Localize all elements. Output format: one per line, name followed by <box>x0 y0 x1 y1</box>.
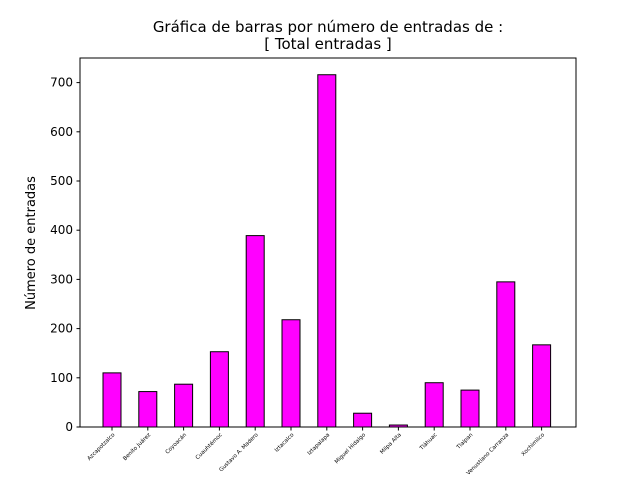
bar-miguel-hidalgo <box>353 412 373 428</box>
y-tick-label: 200 <box>50 322 73 336</box>
x-tick-label: Benito Juárez <box>122 431 153 462</box>
y-axis-label: Número de entradas <box>24 176 39 310</box>
bars-group <box>102 74 552 428</box>
bar-xochimilco <box>532 344 552 428</box>
bar-cuauht-moc <box>209 351 229 428</box>
x-tick-label: Miguel Hidalgo <box>334 432 368 466</box>
y-tick-label: 300 <box>50 272 73 286</box>
y-tick-label: 400 <box>50 223 73 237</box>
y-tick-label: 700 <box>50 76 73 90</box>
y-ticks-group: 0 100 200 300 400 500 600 700 <box>50 76 80 434</box>
x-tick-label: Iztacalco <box>274 432 296 454</box>
x-tick-label: Tláhuac <box>418 431 439 452</box>
bar-azcapotzalco <box>102 372 122 428</box>
y-tick-label: 600 <box>50 125 73 139</box>
y-tick-label: 0 <box>65 420 73 434</box>
chart-title-line2: [ Total entradas ] <box>264 35 392 53</box>
bar-tl-huac <box>424 382 444 428</box>
chart-title-line1: Gráfica de barras por número de entradas… <box>153 18 503 36</box>
bar-iztapalapa <box>317 74 337 428</box>
plot-frame <box>79 57 577 428</box>
bar-gustavo-a-madero <box>245 235 265 428</box>
x-tick-label: Cuauhtémoc <box>194 431 224 461</box>
x-tick-label: Xochimilco <box>521 432 547 458</box>
bar-benito-ju-rez <box>138 391 158 428</box>
bar-tlalpan <box>460 389 480 428</box>
y-tick-label: 100 <box>50 371 73 385</box>
x-tick-label: Tlalpan <box>455 432 475 452</box>
x-ticks-group: Azcapotzalco Benito Juárez Coyoacán Cuauhté… <box>87 427 547 477</box>
x-tick-label: Iztapalapa <box>307 432 332 457</box>
x-tick-label: Gustavo A. Madero <box>218 432 260 474</box>
bar-coyoac-n <box>174 383 194 428</box>
x-tick-label: Venustiano Carranza <box>466 432 511 477</box>
y-tick-label: 500 <box>50 174 73 188</box>
bar-venustiano-carranza <box>496 281 516 428</box>
x-tick-label: Milpa Alta <box>379 432 403 456</box>
x-tick-label: Azcapotzalco <box>87 432 117 462</box>
x-tick-label: Coyoacán <box>164 431 188 455</box>
bar-iztacalco <box>281 319 301 428</box>
